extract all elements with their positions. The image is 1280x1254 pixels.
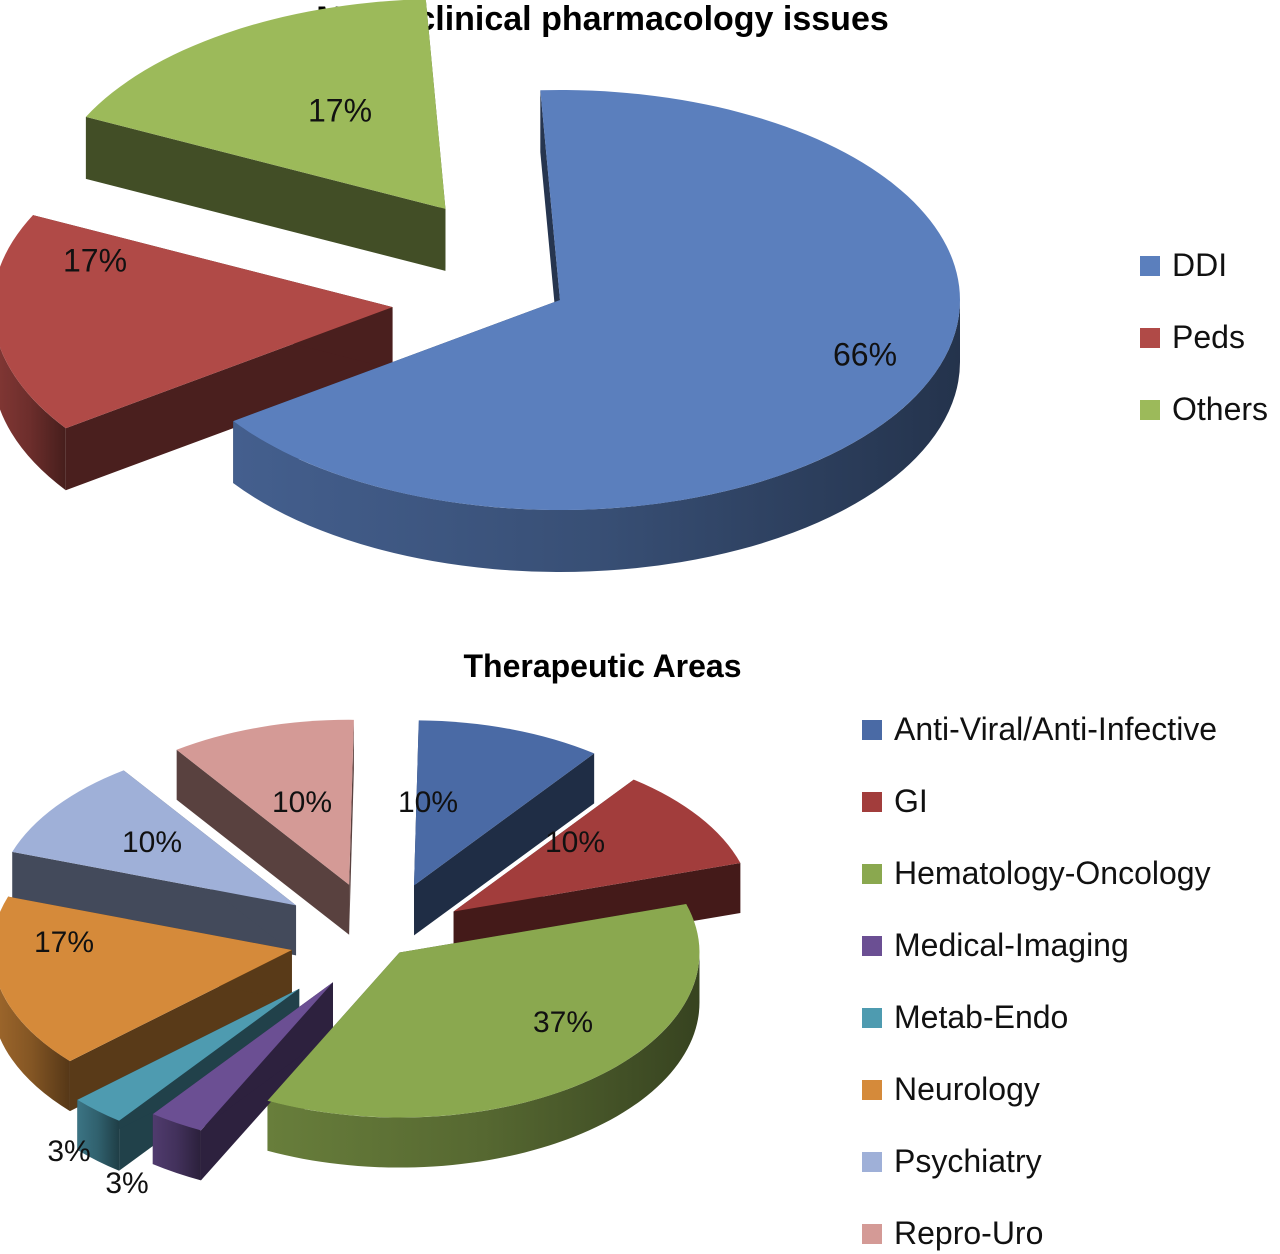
legend-label-psychiatry: Psychiatry — [894, 1143, 1042, 1179]
slice-anti-viral-anti-infective — [414, 720, 595, 886]
slice-gi — [453, 779, 741, 912]
data-label-hematology-oncology: 37% — [533, 1006, 593, 1039]
legend-label-anti-viral-anti-infective: Anti-Viral/Anti-Infective — [894, 711, 1218, 747]
slice-neurology — [0, 896, 292, 1062]
slice-side-ddi — [233, 300, 960, 572]
legend-swatch-psychiatry — [862, 1151, 882, 1172]
legend-swatch-peds — [1140, 327, 1160, 348]
legend-label-neurology: Neurology — [894, 1071, 1040, 1107]
pie-chart-therapeutic: 10% 10% 37% 3% 3% 17% 10% 10% — [0, 719, 741, 1200]
legend-swatch-ddi — [1140, 255, 1160, 276]
pie-chart-pharmacology: 66% 17% 17% — [0, 0, 960, 572]
legend-item-repro-uro: Repro-Uro — [862, 1215, 1043, 1252]
legend-item-others: Others — [1140, 391, 1268, 428]
legend-item-metab-endo: Metab-Endo — [862, 999, 1068, 1036]
legend-item-gi: GI — [862, 783, 928, 820]
slice-side-peds — [0, 347, 66, 491]
legend-swatch-gi — [862, 791, 882, 812]
legend-item-psychiatry: Psychiatry — [862, 1143, 1042, 1180]
legend-label-repro-uro: Repro-Uro — [894, 1215, 1044, 1251]
legend-item-anti-viral-anti-infective: Anti-Viral/Anti-Infective — [862, 711, 1217, 748]
legend-label-hematology-oncology: Hematology-Oncology — [894, 855, 1211, 891]
slice-peds — [0, 215, 393, 429]
slice-wall-repro-uro-1 — [349, 719, 354, 935]
legend-swatch-neurology — [862, 1079, 882, 1100]
slice-side-hematology-oncology — [267, 952, 700, 1168]
data-label-neurology: 17% — [34, 926, 94, 959]
legend-label-medical-imaging: Medical-Imaging — [894, 927, 1129, 963]
slice-wall-psychiatry-0 — [12, 851, 297, 956]
data-label-gi: 10% — [545, 826, 605, 859]
legend-swatch-anti-viral-anti-infective — [862, 719, 882, 740]
slice-side-metab-endo — [77, 1099, 120, 1171]
slice-hematology-oncology — [267, 904, 700, 1118]
data-label-medical-imaging: 3% — [105, 1167, 148, 1200]
legend-item-ddi: DDI — [1140, 247, 1227, 284]
slice-side-medical-imaging — [152, 1114, 201, 1181]
legend-label-gi: GI — [894, 783, 928, 819]
slice-wall-neurology-0 — [69, 950, 292, 1112]
data-label-others: 17% — [308, 92, 372, 128]
legend-item-neurology: Neurology — [862, 1071, 1040, 1108]
legend-swatch-hematology-oncology — [862, 863, 882, 884]
data-label-anti-viral-anti-infective: 10% — [398, 786, 458, 819]
slice-wall-ddi-0 — [540, 90, 560, 362]
legend-swatch-medical-imaging — [862, 935, 882, 956]
data-label-metab-endo: 3% — [47, 1135, 90, 1168]
legend-swatch-metab-endo — [862, 1007, 882, 1028]
slice-metab-endo — [77, 988, 300, 1121]
slice-others — [85, 0, 446, 209]
legend-label-peds: Peds — [1172, 319, 1245, 355]
legend-swatch-others — [1140, 399, 1160, 420]
slice-wall-others-0 — [85, 116, 446, 271]
slice-medical-imaging — [152, 982, 333, 1131]
data-label-peds: 17% — [63, 242, 127, 278]
slice-wall-anti-viral-anti-infective-1 — [414, 753, 595, 936]
data-label-psychiatry: 10% — [122, 826, 182, 859]
slice-ddi — [233, 90, 960, 510]
data-label-ddi: 66% — [833, 336, 897, 372]
legend-label-others: Others — [1172, 391, 1269, 427]
legend-label-metab-endo: Metab-Endo — [894, 999, 1069, 1035]
legend-item-medical-imaging: Medical-Imaging — [862, 927, 1129, 964]
slice-side-neurology — [0, 988, 70, 1112]
legend-label-ddi: DDI — [1172, 247, 1228, 283]
slice-repro-uro — [176, 719, 354, 885]
legend-item-hematology-oncology: Hematology-Oncology — [862, 855, 1211, 892]
slice-psychiatry — [12, 770, 297, 906]
chart-title-therapeutic: Therapeutic Areas — [463, 648, 742, 684]
legend-swatch-repro-uro — [862, 1223, 882, 1244]
legend-item-peds: Peds — [1140, 319, 1245, 356]
data-label-repro-uro: 10% — [272, 786, 332, 819]
slice-wall-repro-uro-0 — [176, 749, 350, 935]
slice-wall-peds-0 — [65, 307, 393, 491]
